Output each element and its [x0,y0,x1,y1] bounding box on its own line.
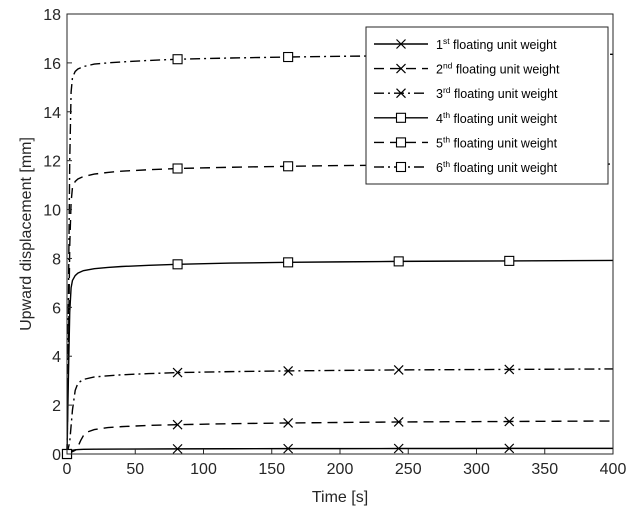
legend-item-5: 5th floating unit weight [374,134,558,150]
x-tick-label: 250 [395,461,422,478]
y-tick-label: 6 [52,300,61,317]
legend-item-1: 1st floating unit weight [374,36,557,52]
x-axis-title: Time [s] [312,489,368,506]
legend-item-4: 4th floating unit weight [374,110,558,126]
legend-item-3: 3rd floating unit weight [374,85,558,101]
series-marker [504,416,515,427]
y-tick-label: 18 [43,7,61,24]
y-tick-label: 8 [52,251,61,268]
series-marker [504,255,515,266]
series-2 [62,416,614,459]
series-marker [172,163,183,174]
series-marker [504,443,515,454]
series-marker [396,63,406,74]
legend-label: 2nd floating unit weight [436,61,560,77]
series-marker [393,364,404,375]
series-marker [283,418,294,428]
x-tick-label: 400 [600,461,627,478]
series-marker [396,88,406,99]
x-tick-label: 100 [190,461,217,478]
x-axis-ticks: 0 50 100 150 200 250 300 350 400 [63,449,627,478]
legend-item-6: 6th floating unit weight [374,159,558,175]
series-marker [393,417,404,427]
series-marker [395,112,407,123]
legend-label: 1st floating unit weight [436,36,557,52]
y-tick-label: 10 [43,203,61,220]
legend-box [365,26,609,185]
legend-label: 5th floating unit weight [436,134,558,150]
series-marker [172,259,183,270]
series-1 [62,443,613,459]
series-marker [283,443,294,454]
series-4 [61,255,614,460]
series-line [66,259,614,455]
series-marker [172,443,183,454]
series-marker [283,257,294,268]
series-marker [395,137,407,148]
y-tick-label: 0 [52,447,61,464]
y-tick-label: 4 [52,349,61,366]
series-marker [396,39,406,49]
series-3 [62,364,614,459]
series-marker [504,364,515,375]
x-tick-label: 200 [327,461,354,478]
series-line [66,420,614,455]
series-5 [61,159,614,460]
series-marker [283,161,294,172]
series-marker [172,419,183,430]
y-tick-label: 14 [43,105,61,122]
series-marker [172,54,183,65]
legend-item-2: 2nd floating unit weight [374,61,560,77]
y-tick-label: 12 [43,154,61,171]
x-tick-label: 350 [531,461,558,478]
legend-label: 4th floating unit weight [436,110,558,126]
series-marker [283,51,294,63]
series-line [66,163,614,455]
series-marker [393,443,404,454]
y-axis-title: Upward displacement [mm] [18,137,35,331]
x-tick-label: 300 [463,461,490,478]
series-marker [172,367,183,378]
legend-label: 3rd floating unit weight [436,85,558,101]
series-marker [395,161,407,173]
x-tick-label: 0 [63,461,72,478]
legend: 1st floating unit weight 2nd floating uni… [365,26,609,185]
y-tick-label: 16 [43,56,61,73]
x-tick-label: 50 [126,461,144,478]
y-axis-ticks: 0 2 4 6 8 10 12 14 16 18 [43,7,72,464]
x-tick-label: 150 [258,461,285,478]
series-line [66,368,614,455]
series-marker [393,256,404,267]
legend-label: 6th floating unit weight [436,159,558,175]
y-tick-label: 2 [52,398,61,415]
series-marker [283,365,294,376]
